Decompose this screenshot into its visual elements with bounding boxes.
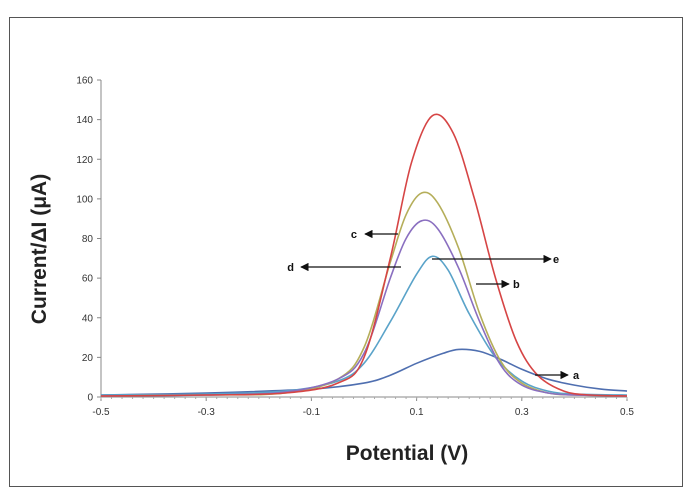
x-tick-label: 0.1 bbox=[410, 407, 424, 418]
x-tick-label: 0.5 bbox=[620, 407, 634, 418]
y-tick-label: 0 bbox=[87, 393, 93, 404]
series-line-b bbox=[100, 255, 628, 396]
x-tick-label: -0.1 bbox=[303, 407, 321, 418]
x-tick-label: -0.3 bbox=[198, 407, 216, 418]
y-tick-label: 60 bbox=[82, 274, 94, 285]
series-lines bbox=[100, 113, 628, 397]
annotation-label-d: d bbox=[287, 262, 294, 274]
y-tick-label: 140 bbox=[76, 115, 93, 126]
ticks: 0 20 40 60 80 100 120 140 160 -0.5 -0.3 -0.1 0.1 0.3 0… bbox=[76, 76, 634, 419]
annotations: a b c d e bbox=[287, 229, 580, 382]
x-axis-title: Potential (V) bbox=[346, 442, 469, 465]
y-tick-label: 160 bbox=[76, 76, 93, 87]
axes bbox=[100, 80, 627, 398]
chart-frame bbox=[9, 17, 683, 487]
y-axis-title: Current/ΔI (μA) bbox=[28, 174, 51, 324]
series-line-c bbox=[100, 191, 628, 397]
x-tick-label: 0.3 bbox=[515, 407, 529, 418]
y-tick-label: 80 bbox=[82, 234, 94, 245]
series-line-e bbox=[100, 113, 628, 397]
x-tick-label: -0.5 bbox=[92, 407, 110, 418]
annotation-label-b: b bbox=[513, 279, 520, 291]
annotation-label-c: c bbox=[351, 229, 357, 241]
y-tick-label: 120 bbox=[76, 155, 93, 166]
series-line-d bbox=[100, 219, 628, 397]
y-tick-label: 100 bbox=[76, 194, 93, 205]
y-tick-label: 40 bbox=[82, 313, 94, 324]
y-tick-label: 20 bbox=[82, 353, 94, 364]
annotation-label-a: a bbox=[573, 370, 580, 382]
annotation-label-e: e bbox=[553, 254, 559, 266]
